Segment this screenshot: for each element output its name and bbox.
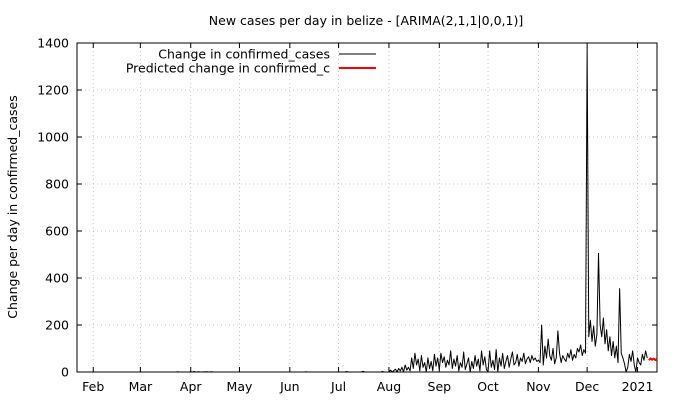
legend-label-1: Change in confirmed_cases	[158, 47, 330, 62]
x-tick-label: Oct	[477, 379, 499, 394]
y-tick-label: 1400	[37, 36, 69, 51]
y-tick-label: 600	[45, 224, 69, 239]
y-axis-label: Change per day in confirmed_cases	[5, 95, 20, 318]
x-tick-label: Jul	[330, 379, 346, 394]
y-tick-label: 1000	[37, 130, 69, 145]
x-tick-label: Feb	[82, 379, 104, 394]
y-tick-label: 1200	[37, 83, 69, 98]
x-tick-label: Mar	[129, 379, 153, 394]
grid	[77, 43, 657, 372]
y-tick-label: 400	[45, 271, 69, 286]
x-tick-label: Jun	[279, 379, 300, 394]
y-tick-label: 200	[45, 318, 69, 333]
chart-title: New cases per day in belize - [ARIMA(2,1…	[209, 13, 523, 28]
legend-label-2: Predicted change in confirmed_c	[126, 61, 330, 76]
x-tick-label: Sep	[428, 379, 452, 394]
x-tick-label: Nov	[526, 379, 551, 394]
series-line-2	[648, 357, 658, 362]
x-tick-label: Dec	[575, 379, 599, 394]
x-tick-label: May	[227, 379, 253, 394]
series-line-1	[77, 47, 648, 373]
series-layer	[77, 47, 658, 373]
axes: 0 200 400 600 800 1000 1200 1400 Feb Mar Apr May Jun…	[37, 36, 658, 394]
x-tick-label: Apr	[180, 379, 202, 394]
x-tick-label: Aug	[377, 379, 401, 394]
y-tick-label: 800	[45, 177, 69, 192]
y-tick-label: 0	[61, 365, 69, 380]
x-tick-label: 2021	[622, 379, 654, 394]
